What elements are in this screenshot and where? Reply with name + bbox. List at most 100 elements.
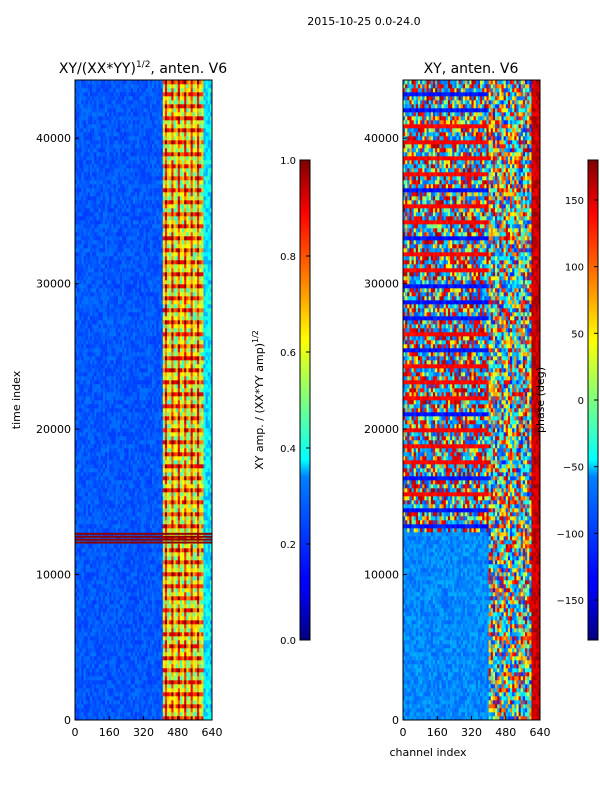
heatmap-cell [203, 516, 206, 521]
heatmap-cell [186, 588, 189, 593]
heatmap-cell [113, 628, 116, 633]
heatmap-cell [171, 696, 174, 701]
heatmap-cell [98, 608, 101, 613]
heatmap-cell [113, 560, 116, 565]
heatmap-cell [75, 488, 78, 493]
heatmap-cell [107, 648, 110, 653]
heatmap-cell [147, 680, 151, 685]
heatmap-cell [160, 648, 164, 653]
heatmap-cell [203, 640, 206, 645]
heatmap-cell [89, 512, 93, 517]
heatmap-cell [96, 684, 99, 689]
heatmap-cell [94, 432, 97, 437]
heatmap-cell [160, 468, 164, 473]
heatmap-cell [124, 592, 127, 597]
heatmap-cell [173, 508, 176, 513]
heatmap-cell [207, 584, 211, 589]
heatmap-cell [83, 492, 86, 497]
heatmap-cell [162, 444, 166, 449]
heatmap-cell [184, 508, 187, 513]
heatmap-cell [132, 716, 136, 720]
heatmap-cell [89, 664, 93, 669]
heatmap-cell [94, 612, 97, 617]
heatmap-cell [175, 700, 179, 705]
heatmap-cell [124, 488, 127, 493]
heatmap-cell [75, 664, 78, 669]
heatmap-cell [167, 580, 170, 585]
heatmap-cell [197, 552, 200, 557]
heatmap-cell [137, 640, 140, 645]
heatmap-cell [186, 496, 189, 501]
heatmap-cell [190, 576, 194, 581]
heatmap-cell [134, 552, 138, 557]
heatmap-cell [122, 424, 125, 429]
heatmap-cell [117, 456, 121, 461]
heatmap-cell [85, 440, 89, 445]
heatmap-cell [188, 488, 191, 493]
heatmap-cell [149, 640, 153, 645]
heatmap-cell [186, 640, 189, 645]
heatmap-cell [87, 612, 91, 617]
heatmap-cell [132, 456, 136, 461]
heatmap-cell [147, 472, 151, 477]
heatmap-cell [194, 712, 198, 717]
heatmap-cell [119, 484, 123, 489]
heatmap-cell [177, 484, 181, 489]
heatmap-cell [126, 580, 129, 585]
heatmap-cell [156, 452, 159, 457]
heatmap-cell [104, 432, 108, 437]
heatmap-cell [158, 688, 161, 693]
heatmap-cell [179, 680, 183, 685]
heatmap-cell [194, 408, 198, 413]
heatmap-cell [209, 636, 212, 641]
heatmap-cell [83, 472, 86, 477]
heatmap-cell [203, 716, 206, 720]
heatmap-cell [141, 664, 144, 669]
heatmap-cell [132, 572, 136, 577]
heatmap-cell [143, 680, 146, 685]
heatmap-cell [130, 444, 134, 449]
heatmap-cell [154, 608, 157, 613]
heatmap-cell [81, 496, 84, 501]
heatmap-cell [188, 620, 191, 625]
heatmap-cell [145, 620, 149, 625]
heatmap-cell [145, 536, 149, 541]
heatmap-cell [83, 560, 86, 565]
heatmap-cell [81, 556, 84, 561]
heatmap-cell [117, 580, 121, 585]
heatmap-cell [188, 528, 191, 533]
heatmap-cell [158, 664, 161, 669]
heatmap-cell [152, 652, 155, 657]
heatmap-cell [111, 460, 114, 465]
heatmap-cell [175, 468, 179, 473]
heatmap-cell [209, 560, 212, 565]
heatmap-cell [132, 592, 136, 597]
heatmap-cell [147, 552, 151, 557]
heatmap-cell [137, 508, 140, 513]
heatmap-cell [87, 576, 91, 581]
heatmap-cell [197, 436, 200, 441]
heatmap-cell [96, 520, 99, 525]
heatmap-cell [100, 604, 104, 609]
heatmap-cell [107, 528, 110, 533]
heatmap-cell [134, 564, 138, 569]
heatmap-cell [109, 424, 112, 429]
heatmap-cell [201, 460, 204, 465]
heatmap-cell [203, 596, 206, 601]
heatmap-cell [107, 472, 110, 477]
heatmap-cell [147, 688, 151, 693]
heatmap-cell [171, 568, 174, 573]
heatmap-cell [149, 696, 153, 701]
heatmap-cell [197, 656, 200, 661]
heatmap-cell [186, 424, 189, 429]
heatmap-cell [192, 660, 196, 665]
heatmap-cell [162, 456, 166, 461]
heatmap-cell [111, 492, 114, 497]
heatmap-cell [182, 512, 185, 517]
heatmap-cell [141, 556, 144, 561]
heatmap-cell [87, 536, 91, 541]
heatmap-cell [169, 584, 172, 589]
heatmap-cell [77, 436, 80, 441]
heatmap-cell [203, 580, 206, 585]
